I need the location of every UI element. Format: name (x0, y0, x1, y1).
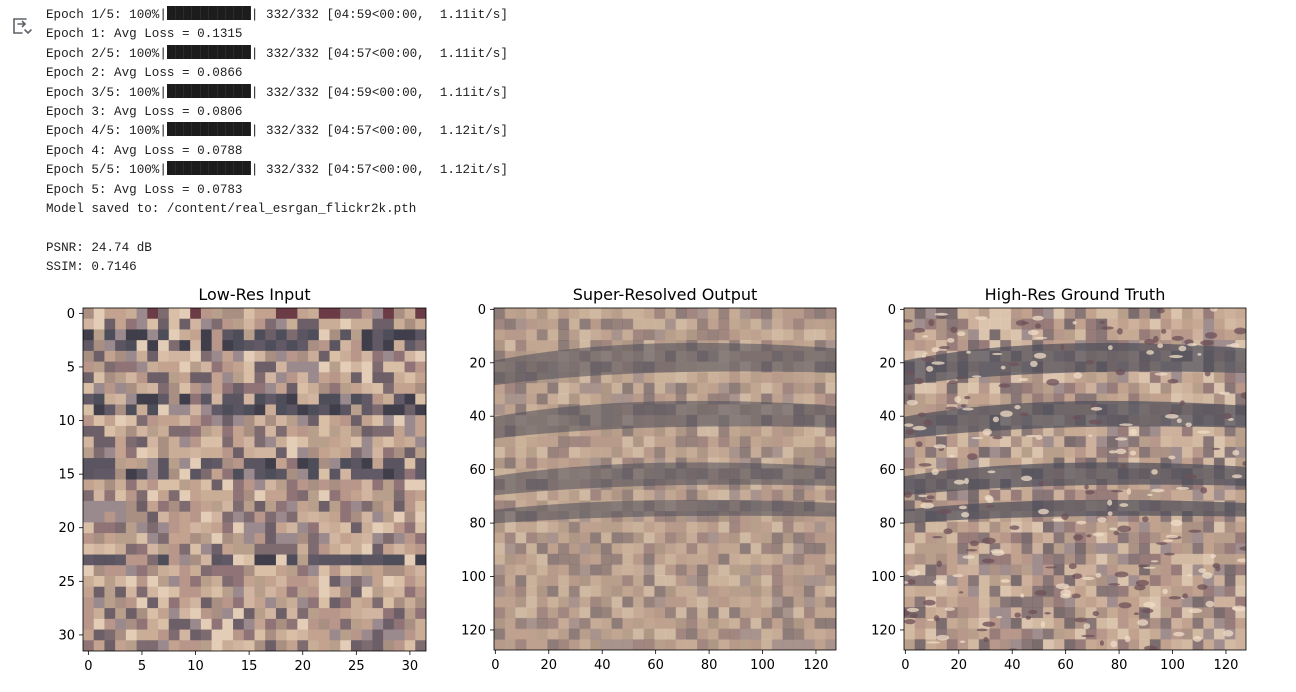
y-tick-label: 40 (469, 410, 486, 425)
progress-line: Epoch 4/5: 100%| | 332/332 [04:57<00:00, … (46, 122, 508, 141)
output-line: Epoch 5: Avg Loss = 0.0783 (46, 182, 243, 197)
progress-bar (166, 122, 251, 137)
x-tick-label: 20 (541, 658, 558, 673)
plot-title: High-Res Ground Truth (985, 285, 1166, 304)
progress-prefix: Epoch 3/5: 100%| (46, 85, 167, 100)
progress-bar (166, 83, 251, 98)
x-tick-label: 0 (84, 659, 92, 674)
x-tick-label: 60 (1057, 658, 1074, 673)
progress-bar (166, 161, 251, 176)
output-line: Epoch 3: Avg Loss = 0.0806 (46, 104, 243, 119)
y-tick-label: 100 (871, 570, 896, 585)
progress-suffix: | 332/332 [04:59<00:00, 1.11it/s] (250, 85, 508, 100)
progress-suffix: | 332/332 [04:57<00:00, 1.12it/s] (250, 163, 508, 178)
x-tick-label: 10 (187, 659, 204, 674)
output-line: PSNR: 24.74 dB (46, 240, 152, 255)
plot-title: Low-Res Input (198, 285, 310, 304)
x-tick-label: 0 (491, 658, 499, 673)
y-tick-label: 10 (58, 414, 75, 429)
progress-suffix: | 332/332 [04:57<00:00, 1.12it/s] (250, 124, 508, 139)
x-tick-label: 40 (594, 658, 611, 673)
progress-prefix: Epoch 5/5: 100%| (46, 163, 167, 178)
x-tick-label: 120 (1214, 658, 1239, 673)
x-tick-label: 100 (1160, 658, 1185, 673)
output-line: Model saved to: /content/real_esrgan_fli… (46, 201, 417, 216)
progress-line: Epoch 2/5: 100%| | 332/332 [04:57<00:00, … (46, 44, 508, 64)
output-line: SSIM: 0.7146 (46, 260, 137, 275)
progress-line: Epoch 5/5: 100%| | 332/332 [04:57<00:00, … (46, 161, 508, 180)
y-tick-label: 20 (469, 356, 486, 371)
progress-line: Epoch 1/5: 100%| | 332/332 [04:59<00:00, … (46, 6, 508, 25)
x-tick-label: 80 (701, 658, 718, 673)
y-tick-label: 15 (58, 468, 75, 483)
y-tick-label: 40 (879, 410, 896, 425)
x-tick-label: 100 (750, 658, 775, 673)
plot-panel: Low-Res Input 0 5 10 15 20 25 30 0 5 10 15 20 25 30 (58, 285, 427, 674)
x-tick-label: 20 (294, 659, 311, 674)
y-tick-label: 25 (58, 575, 75, 590)
y-tick-label: 100 (461, 570, 486, 585)
progress-prefix: Epoch 4/5: 100%| (46, 124, 167, 139)
y-tick-label: 30 (58, 628, 75, 643)
progress-suffix: | 332/332 [04:57<00:00, 1.11it/s] (250, 46, 508, 61)
x-tick-label: 80 (1111, 658, 1128, 673)
image-area (904, 308, 1246, 650)
console-output: Epoch 1/5: 100%| | 332/332 [04:59<00:00, … (46, 6, 508, 277)
x-tick-label: 60 (647, 658, 664, 673)
plot-panel: Super-Resolved Output 0 20 40 60 80 100 120 0 20 4… (461, 285, 837, 673)
y-tick-label: 120 (871, 623, 896, 638)
y-tick-label: 20 (58, 521, 75, 536)
y-tick-label: 0 (478, 303, 486, 318)
x-tick-label: 15 (241, 659, 258, 674)
image-area (83, 308, 426, 651)
y-tick-label: 5 (67, 360, 75, 375)
plot-title: Super-Resolved Output (573, 285, 758, 304)
y-tick-label: 80 (879, 517, 896, 532)
output-line: Epoch 1: Avg Loss = 0.1315 (46, 27, 243, 42)
progress-bar (166, 44, 251, 59)
x-tick-label: 120 (804, 658, 829, 673)
output-line: Epoch 2: Avg Loss = 0.0866 (46, 66, 243, 81)
progress-suffix: | 332/332 [04:59<00:00, 1.11it/s] (250, 8, 508, 22)
progress-prefix: Epoch 2/5: 100%| (46, 46, 167, 61)
x-tick-label: 40 (1004, 658, 1021, 673)
image-area (494, 308, 836, 650)
x-tick-label: 30 (402, 659, 419, 674)
plot-panel: High-Res Ground Truth 0 20 40 60 80 100 120 0 20 4… (871, 285, 1247, 673)
x-tick-label: 5 (138, 659, 146, 674)
x-tick-label: 0 (901, 658, 909, 673)
y-tick-label: 60 (879, 463, 896, 478)
x-tick-label: 20 (951, 658, 968, 673)
output-line: Epoch 4: Avg Loss = 0.0788 (46, 143, 243, 158)
y-tick-label: 20 (879, 356, 896, 371)
y-tick-label: 120 (461, 623, 486, 638)
progress-line: Epoch 3/5: 100%| | 332/332 [04:59<00:00, … (46, 83, 508, 103)
output-toggle-icon[interactable] (10, 14, 34, 38)
progress-bar (166, 6, 251, 20)
x-tick-label: 25 (348, 659, 365, 674)
y-tick-label: 80 (469, 517, 486, 532)
y-tick-label: 0 (67, 307, 75, 322)
y-tick-label: 0 (888, 303, 896, 318)
y-tick-label: 60 (469, 463, 486, 478)
progress-prefix: Epoch 1/5: 100%| (46, 8, 167, 22)
